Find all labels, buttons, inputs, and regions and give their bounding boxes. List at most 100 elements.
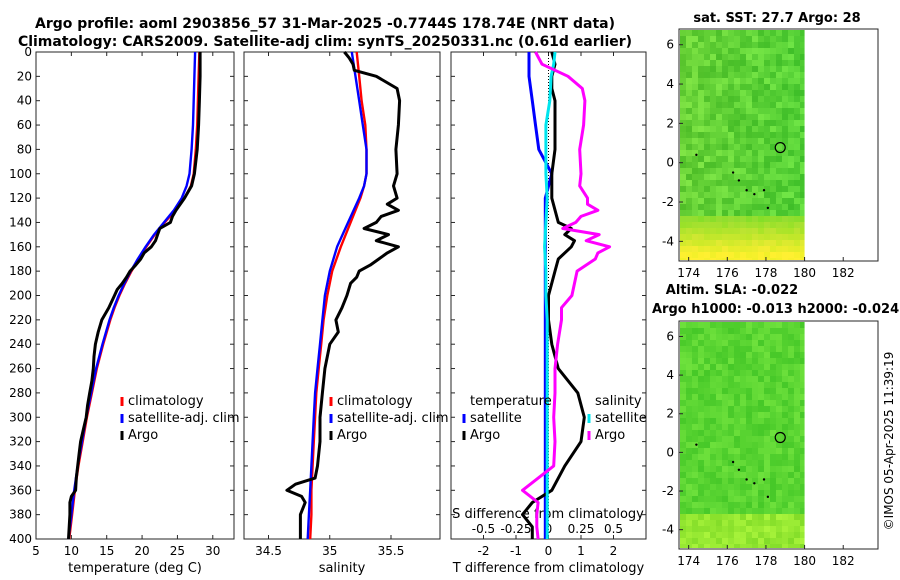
- map-cell: [728, 156, 734, 162]
- map-cell: [764, 490, 770, 496]
- map-cell: [680, 418, 686, 424]
- map-cell: [758, 240, 764, 246]
- map-cell: [752, 448, 758, 454]
- map-cell: [788, 460, 794, 466]
- map-cell: [710, 430, 716, 436]
- map-cell: [800, 490, 805, 496]
- map-cell: [692, 96, 698, 102]
- map-cell: [752, 156, 758, 162]
- map-cell: [734, 102, 740, 108]
- map-cell: [728, 358, 734, 364]
- map-cell: [722, 114, 728, 120]
- map-cell: [764, 234, 770, 240]
- map-cell: [776, 72, 782, 78]
- map-cell: [680, 526, 686, 532]
- map-cell: [734, 412, 740, 418]
- map-cell: [752, 430, 758, 436]
- map-cell: [782, 490, 788, 496]
- map-cell: [800, 186, 805, 192]
- map-cell: [740, 490, 746, 496]
- map-cell: [800, 376, 805, 382]
- map-cell: [728, 454, 734, 460]
- map-cell: [788, 180, 794, 186]
- map-cell: [788, 240, 794, 246]
- map-cell: [722, 156, 728, 162]
- map-y-tick-label: -4: [662, 234, 674, 248]
- map-cell: [710, 132, 716, 138]
- map-cell: [782, 132, 788, 138]
- map-cell: [758, 472, 764, 478]
- map-cell: [788, 472, 794, 478]
- map-cell: [686, 322, 692, 328]
- map-cell: [698, 496, 704, 502]
- s-tick-label: -0.25: [500, 522, 531, 536]
- map-cell: [698, 162, 704, 168]
- map-cell: [722, 520, 728, 526]
- map-cell: [710, 340, 716, 346]
- map-cell: [692, 424, 698, 430]
- map-cell: [680, 222, 686, 228]
- map-cell: [788, 502, 794, 508]
- map-cell: [722, 472, 728, 478]
- map-cell: [746, 228, 752, 234]
- map-cell: [764, 322, 770, 328]
- map-cell: [776, 460, 782, 466]
- map-cell: [680, 90, 686, 96]
- map-cell: [704, 162, 710, 168]
- map-cell: [710, 198, 716, 204]
- map-cell: [770, 60, 776, 66]
- map-cell: [722, 240, 728, 246]
- map-cell: [722, 96, 728, 102]
- map-cell: [692, 204, 698, 210]
- map-cell: [740, 430, 746, 436]
- map-cell: [788, 150, 794, 156]
- map-cell: [740, 394, 746, 400]
- map-cell: [698, 346, 704, 352]
- map-cell: [692, 90, 698, 96]
- map-cell: [794, 478, 800, 484]
- map-cell: [746, 346, 752, 352]
- map-cell: [746, 448, 752, 454]
- map-cell: [740, 30, 746, 36]
- map-cell: [740, 352, 746, 358]
- map-cell: [746, 358, 752, 364]
- map-cell: [758, 54, 764, 60]
- map-cell: [734, 328, 740, 334]
- map-cell: [764, 472, 770, 478]
- map-cell: [710, 532, 716, 538]
- map-cell: [776, 328, 782, 334]
- map-cell: [686, 532, 692, 538]
- map-cell: [704, 198, 710, 204]
- map-cell: [734, 90, 740, 96]
- map-cell: [716, 502, 722, 508]
- map-cell: [740, 388, 746, 394]
- map-cell: [764, 48, 770, 54]
- map-cell: [686, 108, 692, 114]
- map-cell: [782, 418, 788, 424]
- map-cell: [740, 192, 746, 198]
- map-cell: [752, 102, 758, 108]
- map-cell: [692, 54, 698, 60]
- map-cell: [734, 120, 740, 126]
- map-cell: [704, 424, 710, 430]
- map-cell: [740, 126, 746, 132]
- map-cell: [704, 370, 710, 376]
- map-cell: [722, 192, 728, 198]
- map-cell: [794, 538, 800, 544]
- map-cell: [800, 328, 805, 334]
- map-cell: [698, 352, 704, 358]
- map-cell: [770, 30, 776, 36]
- map-cell: [728, 72, 734, 78]
- map-cell: [752, 526, 758, 532]
- map-cell: [746, 90, 752, 96]
- map-cell: [800, 514, 805, 520]
- map-cell: [770, 328, 776, 334]
- map-cell: [680, 246, 686, 252]
- map-cell: [722, 216, 728, 222]
- map-cell: [794, 346, 800, 352]
- map-cell: [800, 240, 805, 246]
- y-tick-label: 340: [9, 459, 32, 473]
- map-cell: [692, 240, 698, 246]
- map-cell: [704, 418, 710, 424]
- map-cell: [704, 496, 710, 502]
